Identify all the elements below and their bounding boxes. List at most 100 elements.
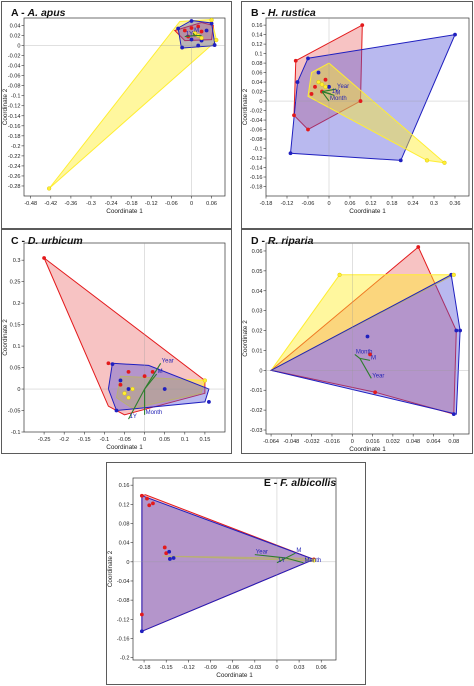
point-red bbox=[189, 26, 194, 30]
y-axis-label: Coordinate 2 bbox=[2, 319, 9, 356]
y-tick-label: 0 bbox=[259, 99, 262, 105]
panel-letter: D - bbox=[251, 235, 268, 247]
point-yellow bbox=[122, 391, 127, 396]
plot-area bbox=[265, 17, 470, 197]
point-blue bbox=[306, 56, 310, 61]
point-blue bbox=[189, 37, 194, 42]
vector-label: Month bbox=[356, 349, 373, 355]
x-tick-label: -0.048 bbox=[283, 439, 299, 445]
point-yellow bbox=[214, 37, 219, 43]
panel-frame bbox=[241, 229, 473, 454]
point-blue bbox=[189, 19, 194, 23]
panel-letter: B - bbox=[251, 7, 268, 19]
y-tick-label: 0.02 bbox=[10, 34, 21, 40]
vector-line bbox=[285, 557, 304, 564]
point-blue bbox=[327, 84, 331, 89]
y-tick-label: 0.06 bbox=[252, 71, 263, 77]
hull-red bbox=[293, 24, 363, 131]
point-yellow bbox=[319, 82, 325, 87]
species-name: R. riparia bbox=[268, 235, 314, 247]
y-tick-label: -0.2 bbox=[120, 656, 130, 662]
panel-letter: C - bbox=[11, 235, 28, 247]
vector-line bbox=[254, 554, 286, 559]
point-red bbox=[306, 127, 310, 132]
x-tick-label: -0.3 bbox=[86, 201, 96, 207]
point-yellow bbox=[130, 386, 135, 392]
vector-line bbox=[359, 358, 372, 379]
y-axis-label: Coordinate 2 bbox=[242, 88, 249, 125]
hull-blue bbox=[289, 33, 456, 161]
y-tick-label: 0.1 bbox=[255, 52, 263, 58]
point-yellow bbox=[337, 272, 342, 277]
panel-3: Year M 1Y Month -0.25 -0.2 -0.15 -0.1 -0.05 0 0.05… bbox=[1, 229, 232, 454]
point-yellow bbox=[316, 79, 321, 85]
x-tick-label: -0.12 bbox=[145, 201, 158, 207]
x-tick-label: -0.18 bbox=[260, 201, 273, 207]
y-tick-label: -0.1 bbox=[11, 94, 21, 100]
vector-line bbox=[321, 91, 330, 102]
point-red bbox=[416, 245, 421, 249]
y-tick-label: -0.08 bbox=[250, 137, 263, 143]
point-red bbox=[126, 369, 131, 374]
y-tick-label: -0.04 bbox=[117, 579, 130, 585]
species-name: A. apus bbox=[27, 7, 66, 19]
y-tick-label: 0.08 bbox=[252, 61, 263, 67]
y-tick-label: 0.02 bbox=[252, 90, 263, 96]
vector-label: M bbox=[371, 355, 376, 361]
x-tick-label: -0.18 bbox=[125, 201, 138, 207]
plot-area bbox=[132, 477, 337, 661]
vector-line bbox=[144, 362, 162, 390]
x-tick-label: -0.12 bbox=[182, 665, 195, 671]
x-tick-label: -0.03 bbox=[248, 665, 261, 671]
vector-label: Month bbox=[305, 558, 322, 564]
point-blue bbox=[316, 70, 321, 75]
y-tick-label: 0.16 bbox=[119, 483, 130, 489]
x-axis-label: Coordinate 1 bbox=[216, 672, 253, 679]
x-axis-label: Coordinate 1 bbox=[349, 446, 386, 453]
point-red bbox=[106, 361, 111, 366]
vector-label: 1Y bbox=[186, 32, 193, 38]
point-yellow bbox=[209, 17, 214, 23]
point-red bbox=[309, 92, 314, 96]
x-tick-label: -0.1 bbox=[100, 437, 110, 443]
vector-label: M bbox=[158, 369, 163, 375]
y-axis-label: Coordinate 2 bbox=[2, 88, 9, 125]
y-tick-label: -0.02 bbox=[8, 54, 21, 60]
y-tick-label: -0.2 bbox=[11, 144, 21, 150]
x-tick-label: -0.2 bbox=[59, 437, 69, 443]
y-tick-label: -0.12 bbox=[117, 617, 130, 623]
point-red bbox=[118, 382, 123, 387]
vector-label: Year bbox=[337, 84, 349, 90]
y-tick-label: 0.3 bbox=[13, 258, 21, 264]
y-tick-label: 0.04 bbox=[252, 80, 263, 86]
panel-5: Year M 1Y Month -0.18 -0.15 -0.12 -0.09 -0.06 -0.… bbox=[106, 462, 366, 685]
point-blue bbox=[176, 26, 181, 31]
y-tick-label: 0.16 bbox=[252, 23, 263, 29]
point-yellow bbox=[311, 558, 316, 563]
y-tick-label: -0.1 bbox=[11, 430, 21, 436]
x-tick-label: -0.18 bbox=[138, 665, 151, 671]
x-tick-label: -0.06 bbox=[302, 201, 315, 207]
x-tick-label: 0.15 bbox=[199, 437, 210, 443]
y-tick-label: 0.08 bbox=[119, 522, 130, 528]
y-tick-label: -0.06 bbox=[250, 128, 263, 134]
vector-line bbox=[321, 88, 337, 93]
x-tick-label: 0.03 bbox=[294, 665, 305, 671]
vector-line bbox=[321, 91, 335, 96]
y-tick-label: -0.02 bbox=[250, 109, 263, 115]
point-red bbox=[42, 256, 46, 260]
vector-line bbox=[276, 557, 287, 564]
point-blue bbox=[365, 334, 370, 339]
hull-red bbox=[269, 246, 457, 415]
x-tick-label: 0.064 bbox=[426, 439, 440, 445]
point-red bbox=[292, 113, 296, 118]
x-tick-label: -0.15 bbox=[78, 437, 91, 443]
y-tick-label: 0.15 bbox=[10, 323, 21, 329]
y-axis-label: Coordinate 2 bbox=[107, 550, 114, 587]
point-blue bbox=[204, 28, 209, 33]
point-yellow bbox=[424, 158, 430, 163]
x-tick-label: -0.15 bbox=[160, 665, 173, 671]
point-red bbox=[139, 612, 144, 617]
y-tick-label: -0.24 bbox=[8, 164, 21, 170]
